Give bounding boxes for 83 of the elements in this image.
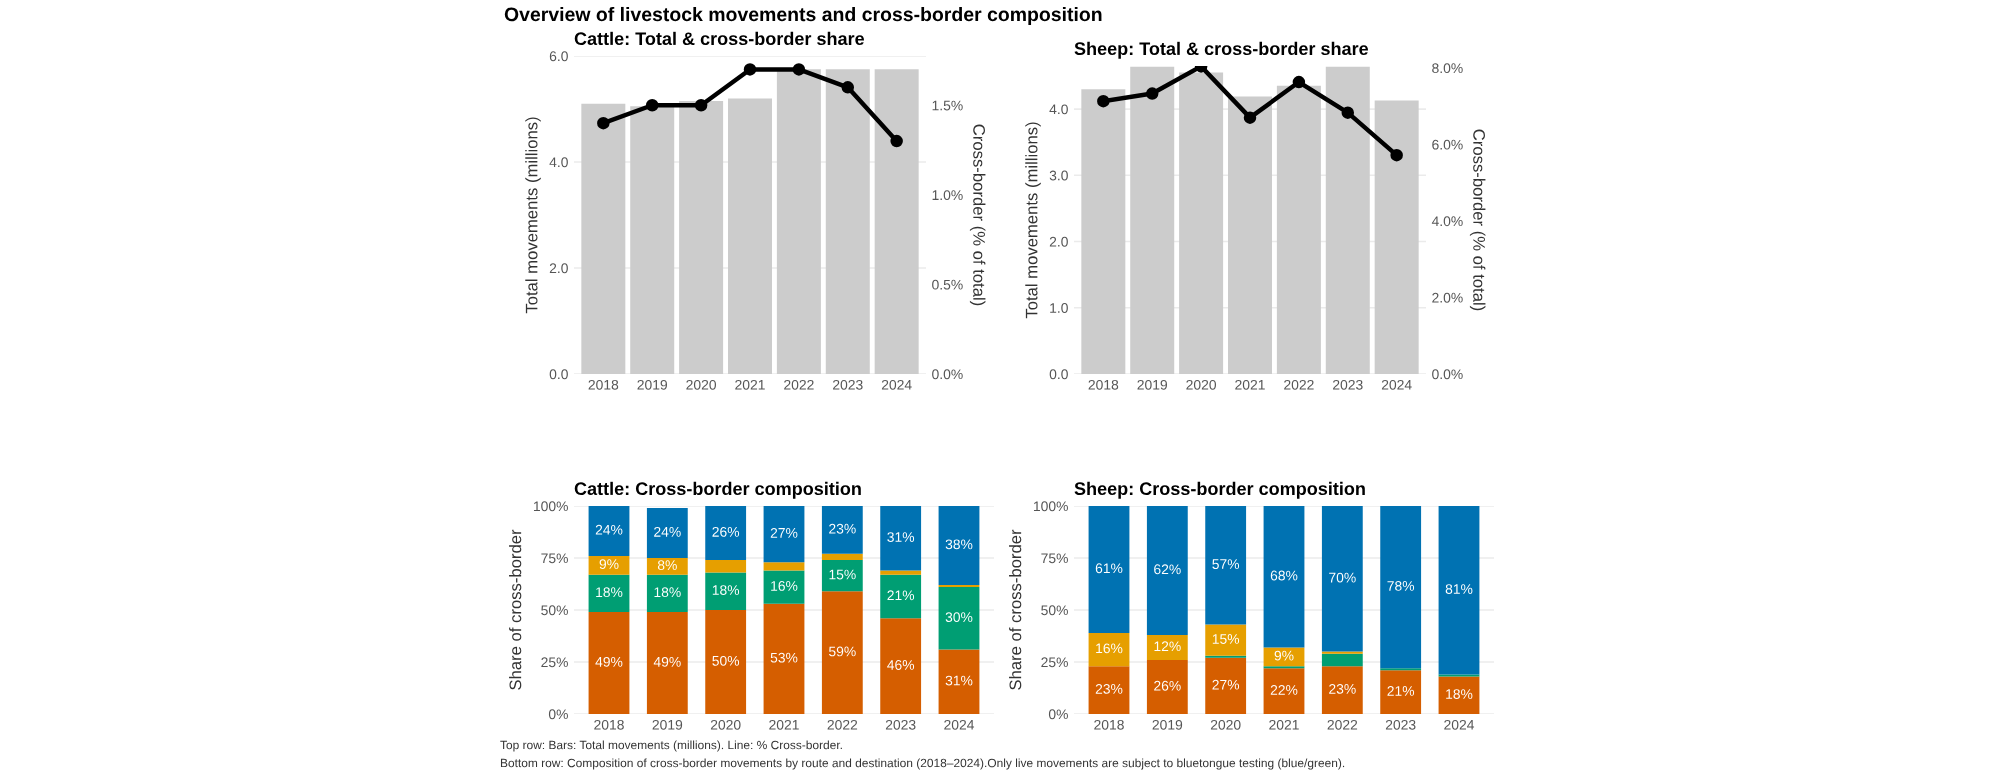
chart-title: Sheep: Total & cross-border share bbox=[1074, 41, 1369, 59]
bar bbox=[679, 101, 724, 374]
bar bbox=[588, 574, 630, 613]
point bbox=[597, 116, 610, 130]
bar bbox=[938, 506, 980, 586]
bar bbox=[705, 572, 747, 610]
bar bbox=[646, 558, 688, 575]
bar bbox=[763, 506, 805, 563]
y-axis-title: Share of cross-border bbox=[1009, 529, 1022, 690]
bar bbox=[588, 506, 630, 556]
bar bbox=[763, 570, 805, 604]
bar bbox=[1228, 96, 1272, 374]
bar bbox=[646, 612, 688, 714]
bar bbox=[776, 69, 821, 374]
bar bbox=[821, 553, 863, 561]
point bbox=[1341, 106, 1355, 119]
point bbox=[1097, 94, 1110, 108]
bar bbox=[630, 106, 675, 374]
bar bbox=[1438, 676, 1480, 714]
y-axis-title: Total movements (millions) bbox=[525, 117, 541, 314]
bar bbox=[938, 587, 980, 650]
bar bbox=[874, 69, 919, 374]
chart-title: Cattle: Cross-border composition bbox=[574, 481, 861, 499]
bar bbox=[581, 103, 626, 374]
text: Overview of livestock movements and cross-border composition bbox=[504, 6, 1102, 26]
bar bbox=[1438, 506, 1480, 675]
bar bbox=[1146, 659, 1188, 714]
bar bbox=[1321, 506, 1363, 652]
chart-title: Cattle: Total & cross-border share bbox=[574, 31, 865, 46]
bar bbox=[1205, 624, 1247, 656]
bar bbox=[1088, 666, 1130, 714]
bar bbox=[1380, 506, 1422, 669]
bar bbox=[646, 508, 688, 558]
bar bbox=[880, 574, 922, 619]
point bbox=[743, 63, 757, 76]
point bbox=[1292, 75, 1306, 89]
point bbox=[645, 99, 659, 112]
y-axis-title: Total movements (millions) bbox=[1025, 122, 1041, 319]
bar bbox=[1088, 632, 1130, 667]
bar bbox=[1321, 666, 1363, 714]
point bbox=[1390, 148, 1403, 162]
point bbox=[841, 81, 855, 94]
bar bbox=[1321, 653, 1363, 667]
point bbox=[890, 134, 903, 148]
y-axis-title: Share of cross-border bbox=[509, 529, 522, 690]
bar bbox=[1263, 647, 1305, 667]
point bbox=[1243, 111, 1257, 124]
y2-axis-title: Cross-border (% of total) bbox=[969, 124, 986, 306]
bar bbox=[938, 649, 980, 714]
bar bbox=[1263, 668, 1305, 714]
bar bbox=[646, 574, 688, 613]
bar bbox=[1325, 66, 1370, 374]
bar bbox=[880, 506, 922, 571]
bar bbox=[763, 562, 805, 571]
point bbox=[1145, 87, 1159, 100]
bar bbox=[763, 603, 805, 714]
bar bbox=[1380, 670, 1422, 714]
bar bbox=[1081, 89, 1126, 374]
bar bbox=[1179, 72, 1224, 374]
bar bbox=[1205, 506, 1247, 625]
bar bbox=[705, 560, 747, 573]
bar bbox=[1130, 66, 1175, 374]
bar bbox=[588, 555, 630, 575]
bar bbox=[1276, 85, 1321, 374]
bar bbox=[821, 591, 863, 714]
bar bbox=[728, 98, 772, 374]
point bbox=[792, 63, 806, 76]
bar bbox=[705, 610, 747, 714]
point bbox=[694, 99, 708, 112]
bar bbox=[821, 560, 863, 592]
bar bbox=[1205, 657, 1247, 714]
bar bbox=[1146, 634, 1188, 660]
bar bbox=[825, 69, 870, 374]
bar bbox=[588, 612, 630, 714]
bar bbox=[821, 506, 863, 554]
bar bbox=[1146, 506, 1188, 635]
bar bbox=[1263, 506, 1305, 648]
bar bbox=[880, 618, 922, 714]
chart-title: Sheep: Cross-border composition bbox=[1074, 481, 1365, 499]
bar bbox=[705, 506, 747, 561]
y2-axis-title: Cross-border (% of total) bbox=[1469, 129, 1486, 311]
bar bbox=[1088, 506, 1130, 633]
bar bbox=[1374, 100, 1419, 374]
